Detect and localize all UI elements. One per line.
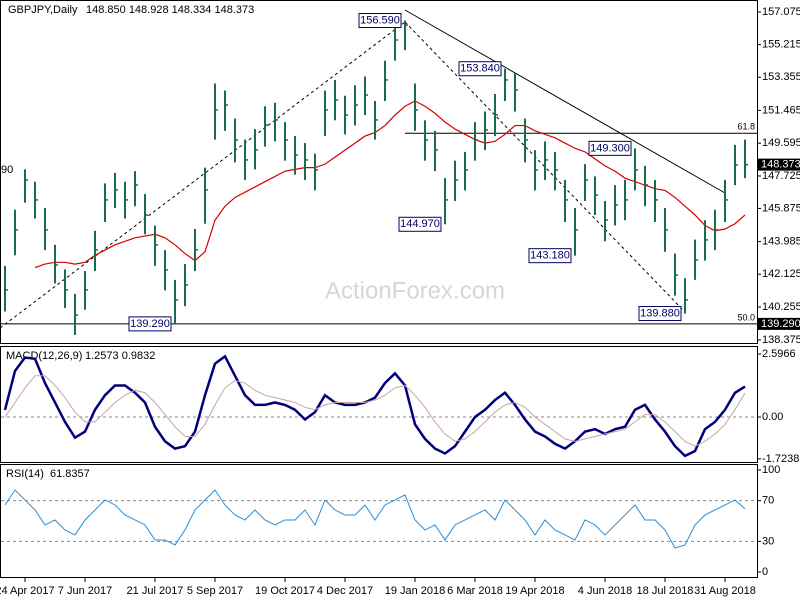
annotation-label: 144.970 xyxy=(400,218,440,230)
y-tick-label: 157.075 xyxy=(762,6,800,18)
x-tick-label: 6 Mar 2018 xyxy=(447,585,503,597)
annotation-box xyxy=(358,13,402,29)
y-tick-label: 147.725 xyxy=(762,170,800,182)
y-tick-label: 143.985 xyxy=(762,235,800,247)
x-tick-label: 31 Aug 2018 xyxy=(694,585,756,597)
line xyxy=(3,354,746,458)
x-tick-label: 24 Apr 2017 xyxy=(0,585,55,597)
annotation-box xyxy=(528,248,572,264)
x-tick-label: 5 Sep 2017 xyxy=(187,585,243,597)
y-tick-label: 153.355 xyxy=(762,71,800,83)
line xyxy=(34,100,746,269)
panel-subtitle: 1.2573 0.9832 xyxy=(85,350,155,362)
panel-title: MACD(12,26,9) xyxy=(6,350,82,362)
price-marker-label: 139.290 xyxy=(761,318,800,330)
y-tick-label: 0 xyxy=(762,566,768,578)
y-tick-label: 100 xyxy=(762,464,780,476)
y-tick-label: 30 xyxy=(762,535,774,547)
panel-frame xyxy=(0,464,758,578)
trend-line xyxy=(404,9,726,194)
y-tick-label: 0.00 xyxy=(762,411,783,423)
x-tick-label: 4 Jun 2018 xyxy=(578,585,632,597)
y-tick-label: 149.595 xyxy=(762,137,800,149)
x-tick-label: 4 Dec 2017 xyxy=(317,585,373,597)
annotation-label: 139.880 xyxy=(640,307,680,319)
annotation-box xyxy=(588,140,632,156)
y-tick-label: 138.375 xyxy=(762,334,800,346)
y-tick-label: 2.5966 xyxy=(762,348,796,360)
x-tick-label: 7 Jun 2017 xyxy=(58,585,112,597)
y-tick-label: 145.875 xyxy=(762,202,800,214)
level-label: 50.0 xyxy=(737,312,755,322)
panel-subtitle: 61.8357 xyxy=(50,468,90,480)
annotation-box xyxy=(398,216,442,232)
y-tick-label: 142.125 xyxy=(762,268,800,280)
panel-frame xyxy=(0,0,758,344)
annotation-box xyxy=(128,316,172,332)
y-tick-label: -1.7238 xyxy=(762,453,799,465)
y-tick-label: 70 xyxy=(762,494,774,506)
y-tick-label: 140.255 xyxy=(762,301,800,313)
price-marker-label: 148.373 xyxy=(761,159,800,171)
y-tick-label: 155.215 xyxy=(762,39,800,51)
edge-label: 90 xyxy=(1,164,13,176)
x-tick-label: 18 Jul 2018 xyxy=(637,585,694,597)
annotation-box xyxy=(458,61,502,77)
x-tick-label: 19 Oct 2017 xyxy=(255,585,315,597)
x-tick-label: 19 Apr 2018 xyxy=(505,585,564,597)
trend-line xyxy=(0,21,406,329)
annotation-label: 153.840 xyxy=(460,63,500,75)
line xyxy=(4,489,746,549)
annotation-label: 139.290 xyxy=(130,318,170,330)
chart-subtitle: 148.850 148.928 148.334 148.373 xyxy=(86,4,254,16)
y-tick-label: 151.465 xyxy=(762,104,800,116)
chart-title: GBPJPY,Daily xyxy=(8,4,78,16)
panel-title: RSI(14) xyxy=(6,468,44,480)
watermark: ActionForex.com xyxy=(325,277,505,304)
annotation-label: 149.300 xyxy=(590,142,630,154)
x-tick-label: 21 Jul 2017 xyxy=(127,585,184,597)
price-marker xyxy=(758,317,800,330)
panel-frame xyxy=(0,346,758,463)
line xyxy=(4,375,746,447)
annotation-label: 143.180 xyxy=(530,250,570,262)
annotation-label: 156.590 xyxy=(360,14,400,26)
x-tick-label: 19 Jan 2018 xyxy=(385,585,446,597)
price-marker xyxy=(758,158,800,171)
annotation-box xyxy=(638,306,682,322)
level-label: 61.8 xyxy=(737,122,755,132)
